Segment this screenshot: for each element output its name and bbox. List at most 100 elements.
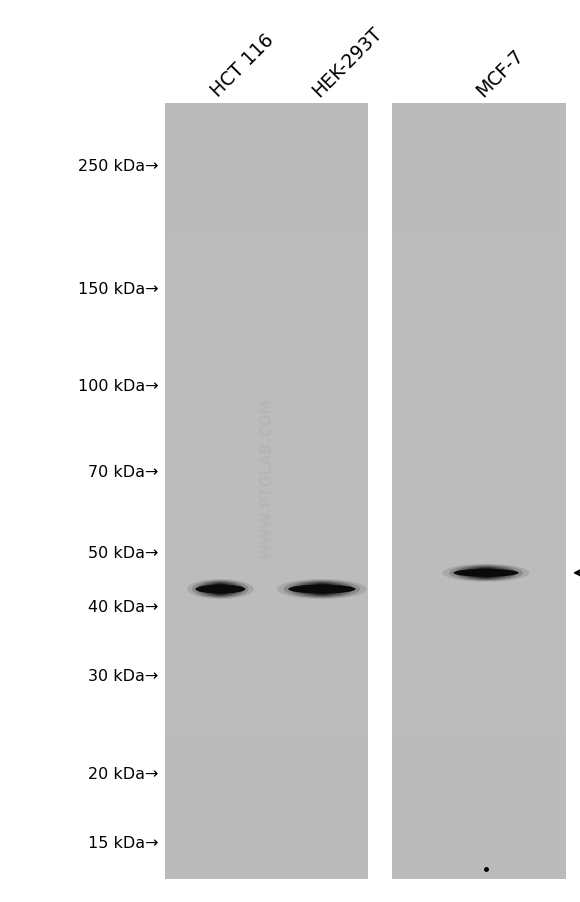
Bar xyxy=(392,278,566,288)
Bar xyxy=(165,618,368,628)
Bar xyxy=(165,414,368,424)
Bar xyxy=(165,104,368,114)
Bar xyxy=(165,705,368,714)
Bar xyxy=(392,336,566,346)
Bar xyxy=(165,161,368,171)
Bar xyxy=(165,336,368,346)
Bar xyxy=(392,502,566,511)
Bar xyxy=(392,753,566,763)
Ellipse shape xyxy=(304,584,340,595)
Bar xyxy=(392,763,566,773)
Bar xyxy=(165,657,368,666)
Bar xyxy=(392,143,566,152)
Ellipse shape xyxy=(462,566,510,579)
Bar xyxy=(392,773,566,782)
Bar xyxy=(392,734,566,743)
Text: 40 kDa→: 40 kDa→ xyxy=(88,599,158,614)
Ellipse shape xyxy=(314,584,330,594)
Bar xyxy=(165,191,368,201)
Ellipse shape xyxy=(195,584,245,594)
Bar xyxy=(392,318,566,327)
Bar xyxy=(165,404,368,414)
Bar xyxy=(165,355,368,365)
Bar xyxy=(165,676,368,686)
Bar xyxy=(392,385,566,395)
Bar xyxy=(392,239,566,249)
Bar xyxy=(165,588,368,598)
Text: HCT 116: HCT 116 xyxy=(207,31,277,101)
Ellipse shape xyxy=(474,568,498,578)
Bar xyxy=(392,133,566,143)
Bar xyxy=(392,249,566,259)
Bar xyxy=(165,269,368,278)
Bar xyxy=(165,171,368,181)
Ellipse shape xyxy=(454,569,519,577)
Bar xyxy=(392,812,566,821)
Ellipse shape xyxy=(215,584,226,594)
Bar xyxy=(165,628,368,637)
Text: MCF-7: MCF-7 xyxy=(473,46,527,101)
Bar xyxy=(392,482,566,492)
Bar xyxy=(392,114,566,123)
Bar xyxy=(392,549,566,559)
Bar xyxy=(392,327,566,336)
Bar xyxy=(392,259,566,269)
Bar xyxy=(392,161,566,171)
Ellipse shape xyxy=(469,567,503,578)
Bar xyxy=(392,346,566,355)
Bar xyxy=(392,404,566,414)
Bar xyxy=(392,520,566,530)
Bar xyxy=(392,191,566,201)
Ellipse shape xyxy=(288,584,356,594)
Bar xyxy=(165,318,368,327)
Text: 15 kDa→: 15 kDa→ xyxy=(88,835,158,851)
Bar xyxy=(165,540,368,549)
Bar xyxy=(165,686,368,695)
Bar xyxy=(392,618,566,628)
Bar xyxy=(165,569,368,579)
Bar xyxy=(165,549,368,559)
Ellipse shape xyxy=(197,582,244,597)
Ellipse shape xyxy=(187,579,254,599)
Text: 30 kDa→: 30 kDa→ xyxy=(88,668,158,684)
Bar xyxy=(165,346,368,355)
Text: 50 kDa→: 50 kDa→ xyxy=(88,546,158,561)
Ellipse shape xyxy=(297,583,347,596)
Bar xyxy=(165,424,368,433)
Bar xyxy=(165,278,368,288)
Bar xyxy=(165,230,368,239)
Ellipse shape xyxy=(291,582,353,597)
Bar xyxy=(392,782,566,792)
Bar xyxy=(165,473,368,482)
Bar xyxy=(392,308,566,317)
Bar xyxy=(165,861,368,870)
Bar xyxy=(392,714,566,724)
Bar xyxy=(392,686,566,695)
Bar xyxy=(165,666,368,676)
Bar xyxy=(392,394,566,404)
Bar xyxy=(165,802,368,812)
Bar xyxy=(165,511,368,520)
Bar xyxy=(165,143,368,152)
Ellipse shape xyxy=(277,579,367,599)
Bar xyxy=(392,152,566,162)
Bar xyxy=(392,210,566,220)
Bar xyxy=(165,870,368,879)
Bar xyxy=(165,502,368,511)
Bar xyxy=(165,647,368,657)
Bar xyxy=(392,647,566,657)
Bar xyxy=(392,463,566,473)
Bar xyxy=(392,530,566,540)
Bar xyxy=(165,259,368,269)
Text: 70 kDa→: 70 kDa→ xyxy=(88,465,158,480)
Bar xyxy=(165,851,368,861)
Text: 150 kDa→: 150 kDa→ xyxy=(78,281,158,296)
Bar xyxy=(392,831,566,841)
Ellipse shape xyxy=(309,584,335,594)
Ellipse shape xyxy=(478,569,494,577)
Bar xyxy=(392,453,566,463)
Bar xyxy=(392,666,566,676)
Bar xyxy=(165,181,368,191)
Text: 250 kDa→: 250 kDa→ xyxy=(78,159,158,173)
Bar xyxy=(392,230,566,239)
